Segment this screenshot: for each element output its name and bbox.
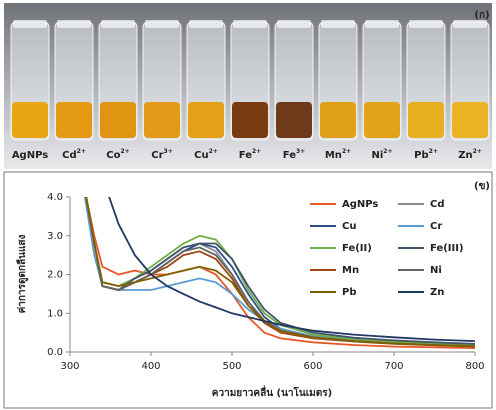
vial-name: Fe [239,150,252,161]
vial-charge: 2+ [252,148,261,155]
legend-label: AgNPs [342,199,378,210]
vial-liquid [232,102,268,138]
x-tick-label: 400 [141,361,160,372]
x-tick-label: 600 [303,361,322,372]
y-tick-label: 4.0 [47,192,63,203]
photo-label: (ก) [474,10,489,21]
legend-label: Ni [430,265,442,276]
vial-liquid [144,102,180,138]
vial-name: Mn [325,150,342,161]
vial-liquid [188,102,224,138]
vial-charge: 3+ [164,148,173,155]
chart-label: (ข) [474,181,490,192]
vial-liquid [276,102,312,138]
vial-cap [189,20,223,28]
x-axis-label: ความยาวคลื่น (นาโนเมตร) [212,385,332,399]
y-tick-label: 3.0 [47,231,63,242]
vial-charge: 3+ [296,148,305,155]
vial-liquid [320,102,356,138]
legend-label: Cu [342,221,356,232]
vial-charge: 2+ [383,148,392,155]
vial-cap [13,20,47,28]
vial-charge: 2+ [429,148,438,155]
vial-name: Cu [194,150,208,161]
legend-label: Cr [430,221,442,232]
vial-liquid [364,102,400,138]
vial-cap [321,20,355,28]
vial-liquid [452,102,488,138]
vial-name: AgNPs [12,150,48,161]
legend-label: Mn [342,265,359,276]
vial-charge: 2+ [342,148,351,155]
y-tick-label: 2.0 [47,270,63,281]
vial-cap [453,20,487,28]
vial-cap [101,20,135,28]
vial-charge: 2+ [473,148,482,155]
vial-cap [409,20,443,28]
legend-label: Fe(III) [430,243,464,254]
vial-name: Ni [372,150,384,161]
vial-liquid [56,102,92,138]
legend-label: Cd [430,199,445,210]
vial-charge: 2+ [77,148,86,155]
legend-label: Pb [342,287,357,298]
x-tick-label: 800 [465,361,484,372]
vial-cap [233,20,267,28]
legend-label: Zn [430,287,444,298]
vial-name: Cr [151,150,163,161]
vial-liquid [408,102,444,138]
vial-label: AgNPs [12,150,48,161]
y-tick-label: 0.0 [47,347,63,358]
vial-liquid [100,102,136,138]
x-tick-label: 700 [384,361,403,372]
x-tick-label: 300 [60,361,79,372]
vial-charge: 2+ [209,148,218,155]
vial-cap [57,20,91,28]
vial-cap [145,20,179,28]
legend-label: Fe(II) [342,243,372,254]
x-tick-label: 500 [222,361,241,372]
figure: (ก) AgNPsCd2+Co2+Cr3+Cu2+Fe2+Fe3+Mn2+Ni2… [0,0,496,410]
y-axis-label: ค่าการดูดกลืนแสง [16,234,29,313]
vial-name: Cd [62,150,77,161]
vial-cap [365,20,399,28]
vial-name: Fe [283,150,296,161]
vial-name: Pb [414,150,429,161]
vial-charge: 2+ [121,148,130,155]
vial-name: Zn [458,150,472,161]
vial-liquid [12,102,48,138]
vial-name: Co [106,150,120,161]
vial-cap [277,20,311,28]
y-tick-label: 1.0 [47,308,63,319]
